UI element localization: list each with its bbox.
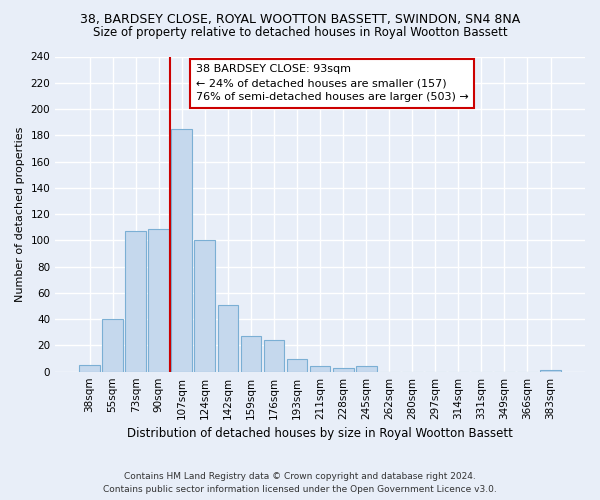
Bar	[241, 336, 262, 372]
Bar	[356, 366, 377, 372]
Bar	[194, 240, 215, 372]
Bar	[263, 340, 284, 372]
Bar	[310, 366, 331, 372]
Text: Contains HM Land Registry data © Crown copyright and database right 2024.
Contai: Contains HM Land Registry data © Crown c…	[103, 472, 497, 494]
Bar	[148, 228, 169, 372]
Bar	[540, 370, 561, 372]
Bar	[79, 365, 100, 372]
Bar	[172, 128, 192, 372]
Y-axis label: Number of detached properties: Number of detached properties	[15, 126, 25, 302]
Bar	[102, 319, 123, 372]
Bar	[333, 368, 353, 372]
Text: Size of property relative to detached houses in Royal Wootton Bassett: Size of property relative to detached ho…	[92, 26, 508, 39]
Text: 38, BARDSEY CLOSE, ROYAL WOOTTON BASSETT, SWINDON, SN4 8NA: 38, BARDSEY CLOSE, ROYAL WOOTTON BASSETT…	[80, 12, 520, 26]
X-axis label: Distribution of detached houses by size in Royal Wootton Bassett: Distribution of detached houses by size …	[127, 427, 513, 440]
Bar	[125, 231, 146, 372]
Bar	[287, 358, 307, 372]
Bar	[218, 304, 238, 372]
Text: 38 BARDSEY CLOSE: 93sqm
← 24% of detached houses are smaller (157)
76% of semi-d: 38 BARDSEY CLOSE: 93sqm ← 24% of detache…	[196, 64, 469, 102]
